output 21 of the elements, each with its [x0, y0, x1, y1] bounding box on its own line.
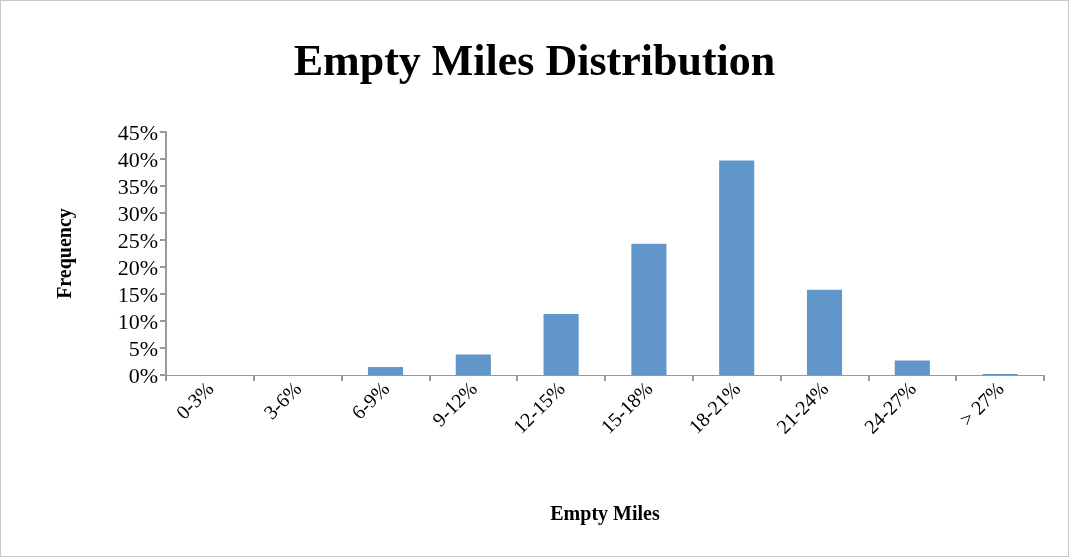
y-tick-label: 5% — [128, 335, 158, 361]
bar — [806, 289, 843, 375]
x-tick-label: > 27% — [954, 377, 1008, 431]
x-axis-title: Empty Miles — [550, 502, 660, 525]
y-tick-label: 15% — [117, 281, 158, 307]
y-axis-title: Frequency — [53, 208, 76, 299]
y-tick-label: 20% — [117, 254, 158, 280]
y-tick-label: 30% — [117, 200, 158, 226]
bar — [894, 360, 930, 375]
bar — [543, 313, 579, 375]
bar — [719, 160, 755, 375]
bar — [455, 354, 491, 375]
y-tick-label: 0% — [128, 362, 158, 388]
chart-title: Empty Miles Distribution — [293, 35, 776, 85]
y-tick-label: 25% — [117, 227, 158, 253]
y-tick-label: 45% — [117, 119, 158, 145]
y-tick-label: 10% — [117, 308, 158, 334]
y-tick-label: 35% — [117, 173, 158, 199]
bar — [367, 366, 404, 375]
y-tick-label: 40% — [117, 146, 158, 172]
bar — [631, 243, 667, 375]
